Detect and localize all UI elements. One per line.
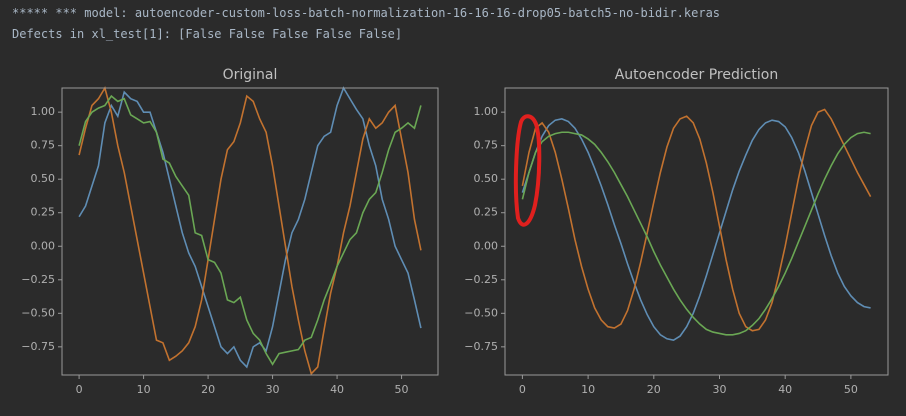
y-tick-label: −0.75 (21, 340, 55, 353)
x-tick-label: 0 (76, 383, 83, 396)
series-line (78, 94, 422, 366)
plot-area (62, 88, 438, 375)
x-tick-label: 10 (581, 383, 595, 396)
series-line (521, 118, 871, 341)
x-tick-label: 10 (137, 383, 151, 396)
y-tick-label: 0.00 (31, 239, 56, 252)
charts: Original −0.75 −0.50 −0.25 0.00 0.25 0.50 0.75 1… (21, 67, 889, 396)
series-line (521, 108, 872, 332)
x-tick-label: 20 (647, 383, 661, 396)
chart-title: Original (223, 67, 278, 83)
y-tick-label: 0.25 (31, 206, 56, 219)
series-line (78, 85, 422, 376)
y-tick-label: 0.25 (474, 206, 499, 219)
chart-title: Autoencoder Prediction (615, 67, 779, 83)
x-tick-label: 50 (395, 383, 409, 396)
series-line (78, 86, 422, 369)
y-tick-label: 0.50 (474, 172, 499, 185)
axes-frame (61, 87, 439, 376)
x-tick-label: 30 (266, 383, 280, 396)
annotation-circle (513, 114, 542, 227)
y-tick-label: 1.00 (31, 105, 56, 118)
y-tick-label: −0.50 (21, 306, 55, 319)
x-tick-label: 30 (712, 383, 726, 396)
series-line (521, 131, 871, 336)
y-tick-label: 1.00 (474, 105, 499, 118)
y-tick-label: 0.75 (31, 139, 56, 152)
y-tick-label: −0.75 (464, 340, 498, 353)
y-tick-label: 0.50 (31, 172, 56, 185)
output-line: ***** *** model: autoencoder-custom-loss… (12, 6, 720, 20)
axes-frame (504, 87, 889, 376)
x-tick-label: 50 (844, 383, 858, 396)
x-tick-label: 20 (201, 383, 215, 396)
x-tick-label: 40 (330, 383, 344, 396)
y-tick-label: 0.00 (474, 239, 499, 252)
y-tick-label: −0.50 (464, 306, 498, 319)
y-tick-label: −0.25 (21, 273, 55, 286)
y-tick-label: −0.25 (464, 273, 498, 286)
x-tick-label: 40 (778, 383, 792, 396)
y-tick-label: 0.75 (474, 139, 499, 152)
output-line: Defects in xl_test[1]: [False False Fals… (12, 27, 402, 41)
x-tick-label: 0 (519, 383, 526, 396)
